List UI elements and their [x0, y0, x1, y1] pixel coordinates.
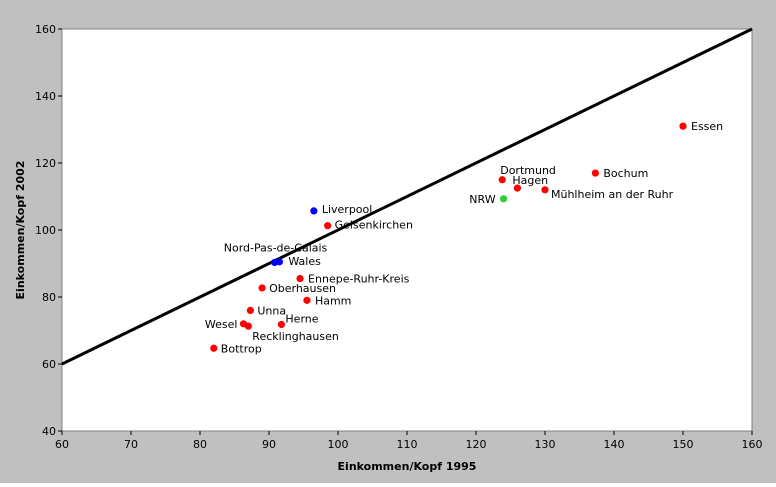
point-label-oberhausen: Oberhausen — [269, 282, 336, 295]
point-label-wales: Wales — [288, 255, 321, 268]
point-essen — [679, 122, 687, 130]
point-wales — [275, 258, 283, 266]
point-label-muhlheim-an-der-ruhr: Mühlheim an der Ruhr — [551, 188, 674, 201]
point-label-hagen: Hagen — [512, 174, 548, 187]
x-tick-label: 60 — [55, 438, 69, 451]
x-tick-label: 100 — [328, 438, 349, 451]
y-tick-label: 60 — [42, 358, 56, 371]
point-dortmund — [498, 176, 506, 184]
point-liverpool — [310, 207, 318, 215]
point-gelsenkirchen — [324, 222, 332, 230]
point-bottrop — [210, 344, 218, 352]
point-hagen — [513, 184, 522, 192]
point-label-wesel: Wesel — [205, 318, 238, 331]
point-label-nrw: NRW — [469, 193, 495, 206]
point-nrw — [500, 195, 508, 203]
point-recklinghausen — [244, 322, 252, 330]
x-axis-title: Einkommen/Kopf 1995 — [338, 460, 477, 473]
reference-line — [61, 27, 753, 366]
point-label-bottrop: Bottrop — [221, 342, 262, 355]
axes: 60 70 80 90 100 110 120 130 140 150 16040608010012… — [35, 23, 763, 451]
y-tick-label: 100 — [35, 224, 56, 237]
point-label-dortmund: Dortmund — [500, 164, 556, 177]
x-tick-label: 70 — [124, 438, 138, 451]
point-label-liverpool: Liverpool — [322, 203, 372, 216]
point-label-recklinghausen: Recklinghausen — [252, 330, 339, 343]
x-tick-label: 150 — [673, 438, 694, 451]
point-label-hamm: Hamm — [315, 294, 351, 307]
point-hamm — [303, 296, 311, 304]
y-tick-label: 160 — [35, 23, 56, 36]
x-tick-label: 110 — [397, 438, 418, 451]
x-tick-label: 120 — [466, 438, 487, 451]
x-tick-label: 80 — [193, 438, 207, 451]
point-bochum — [591, 169, 599, 177]
x-tick-label: 130 — [535, 438, 556, 451]
point-label-ennepe-ruhr-kreis: Ennepe-Ruhr-Kreis — [308, 273, 410, 286]
reference-line-layer — [61, 27, 753, 366]
x-tick-label: 90 — [262, 438, 276, 451]
points-layer — [210, 122, 687, 352]
y-axis-title: Einkommen/Kopf 2002 — [14, 161, 27, 300]
y-tick-label: 120 — [35, 157, 56, 170]
point-oberhausen — [258, 284, 266, 292]
point-muhlheim-an-der-ruhr — [541, 186, 549, 194]
x-tick-label: 160 — [742, 438, 763, 451]
point-herne — [277, 320, 286, 329]
plot-area — [61, 28, 753, 432]
y-tick-label: 140 — [35, 90, 56, 103]
point-label-gelsenkirchen: Gelsenkirchen — [335, 219, 413, 232]
point-label-essen: Essen — [691, 120, 723, 133]
point-unna — [246, 306, 254, 314]
point-label-bochum: Bochum — [603, 167, 648, 180]
x-tick-label: 140 — [604, 438, 625, 451]
point-label-unna: Unna — [257, 304, 286, 317]
point-label-nord-pas-de-calais: Nord-Pas-de-Calais — [224, 241, 328, 254]
point-label-herne: Herne — [285, 312, 318, 325]
y-tick-label: 40 — [42, 425, 56, 438]
point-ennepe-ruhr-kreis — [296, 274, 304, 283]
y-tick-label: 80 — [42, 291, 56, 304]
